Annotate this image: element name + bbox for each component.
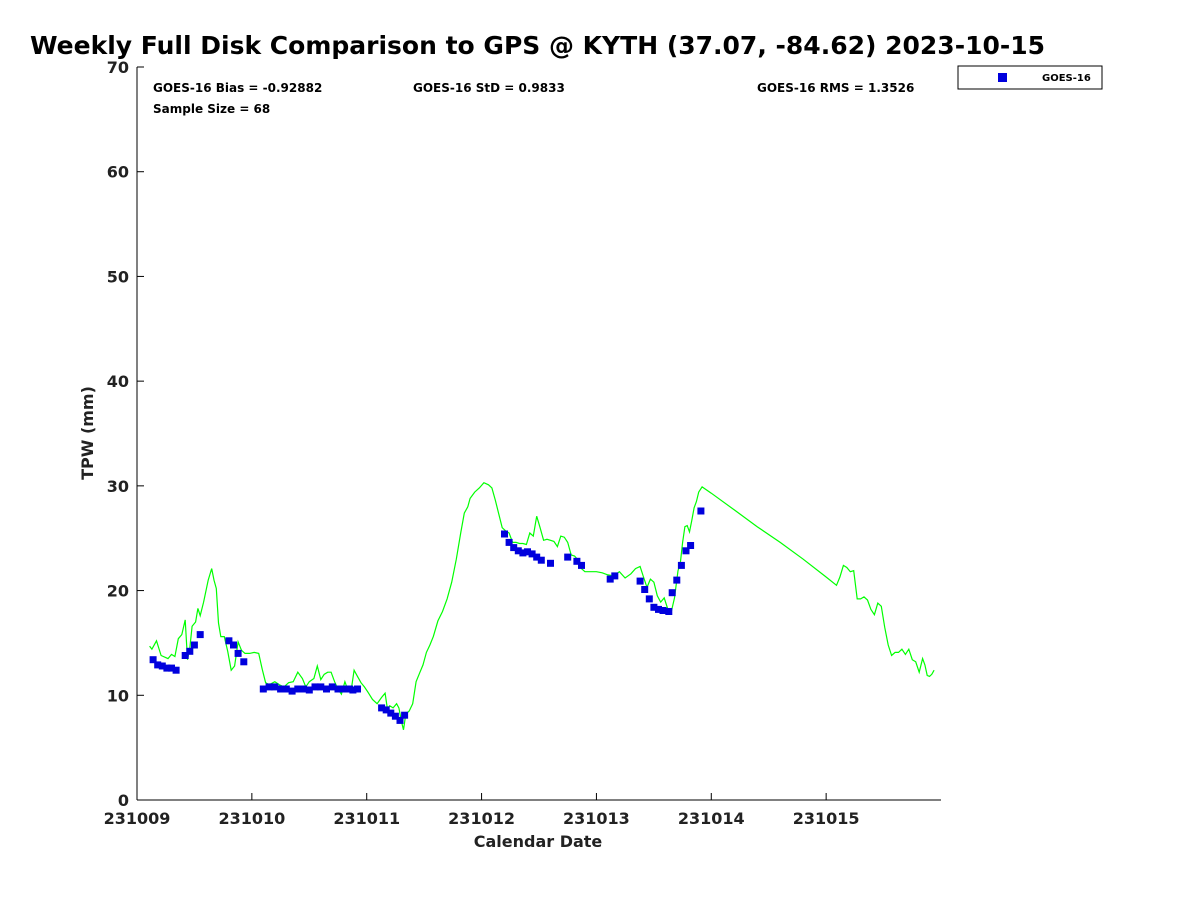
- legend-marker-goes16: [998, 73, 1007, 82]
- y-tick-label: 30: [107, 477, 129, 496]
- goes16-point: [524, 548, 531, 556]
- goes16-point: [697, 507, 705, 515]
- goes16-point: [677, 561, 685, 569]
- goes16-point: [300, 685, 307, 693]
- legend-box: [957, 65, 1103, 90]
- goes16-point: [271, 683, 279, 691]
- goes16-point: [340, 685, 348, 693]
- goes16-point: [682, 547, 690, 555]
- y-tick-label: 60: [107, 163, 129, 182]
- bias-annotation: GOES-16 Bias = -0.92882: [153, 81, 322, 95]
- x-tick-label: 231014: [678, 809, 745, 828]
- stats-annotations: GOES-16 Bias = -0.92882 GOES-16 StD = 0.…: [153, 81, 914, 116]
- goes16-point: [650, 603, 658, 611]
- goes16-point: [259, 685, 267, 693]
- goes16-point: [391, 712, 399, 720]
- goes16-point: [288, 687, 296, 695]
- gps-line: [149, 481, 935, 730]
- legend-label-goes16: GOES-16: [1042, 73, 1091, 84]
- goes16-point: [645, 595, 653, 603]
- x-tick-label: 231009: [104, 809, 171, 828]
- goes16-point: [323, 685, 330, 693]
- plot-area: [149, 481, 935, 730]
- goes16-point: [305, 686, 313, 694]
- y-tick-label: 70: [107, 58, 129, 77]
- goes16-point: [225, 637, 233, 645]
- goes16-point: [641, 586, 649, 593]
- y-tick-label: 40: [107, 372, 129, 391]
- x-tick-label: 231010: [218, 809, 285, 828]
- goes16-point: [277, 685, 285, 693]
- goes16-point: [186, 647, 194, 655]
- y-tick-label: 20: [107, 582, 129, 601]
- goes16-point: [505, 538, 513, 546]
- goes16-point: [564, 553, 572, 561]
- goes16-point: [378, 704, 386, 712]
- goes16-point: [387, 709, 395, 717]
- goes16-point: [533, 553, 541, 561]
- goes16-point: [547, 559, 554, 567]
- goes16-point: [665, 608, 673, 615]
- goes16-point: [265, 683, 273, 691]
- goes16-point: [154, 661, 162, 669]
- y-tick-label: 10: [107, 686, 129, 705]
- goes16-point: [636, 577, 644, 585]
- goes16-point: [606, 575, 614, 583]
- x-tick-label: 231012: [448, 809, 515, 828]
- x-tick-label: 231011: [333, 809, 400, 828]
- goes16-point: [149, 656, 157, 664]
- goes16-point: [401, 711, 409, 719]
- goes16-point: [294, 685, 302, 693]
- goes16-point: [655, 605, 662, 613]
- goes16-point: [501, 530, 508, 538]
- goes16-point: [659, 607, 667, 614]
- sample-size-annotation: Sample Size = 68: [153, 102, 270, 116]
- goes16-point: [673, 576, 681, 584]
- goes16-point: [190, 641, 198, 649]
- goes16-point: [168, 664, 175, 672]
- goes16-point: [354, 685, 361, 693]
- chart-title: Weekly Full Disk Comparison to GPS @ KYT…: [30, 31, 1045, 60]
- goes16-point: [172, 666, 180, 674]
- goes16-point: [196, 631, 204, 639]
- goes16-point: [611, 572, 619, 580]
- goes16-point: [519, 549, 527, 557]
- goes16-point: [317, 683, 325, 691]
- goes16-point: [510, 544, 518, 552]
- rms-annotation: GOES-16 RMS = 1.3526: [757, 81, 914, 95]
- goes16-point: [578, 561, 585, 569]
- std-annotation: GOES-16 StD = 0.9833: [413, 81, 565, 95]
- x-axis-label: Calendar Date: [474, 832, 603, 851]
- x-tick-label: 231015: [793, 809, 860, 828]
- goes16-point: [396, 716, 404, 724]
- y-axis-label: TPW (mm): [78, 386, 97, 480]
- legend: GOES-16: [957, 65, 1103, 90]
- goes16-point: [349, 686, 357, 694]
- goes16-point: [514, 547, 522, 555]
- goes16-point: [163, 664, 171, 672]
- goes16-point: [668, 589, 676, 597]
- y-tick-label: 0: [118, 791, 129, 810]
- goes16-point: [282, 685, 290, 693]
- goes16-point: [382, 706, 390, 714]
- y-tick-label: 50: [107, 267, 129, 286]
- axes: 0 10 20 30 40 50 60 70 231009 231010 231011 231012 2…: [104, 58, 941, 828]
- goes16-point: [311, 683, 319, 691]
- goes16-point: [687, 542, 695, 549]
- goes16-point: [537, 556, 545, 564]
- goes16-point: [334, 685, 342, 693]
- goes16-point: [528, 550, 536, 558]
- goes16-point: [240, 658, 248, 666]
- goes16-point: [573, 557, 581, 565]
- x-tick-label: 231013: [563, 809, 630, 828]
- goes16-point: [230, 641, 237, 649]
- goes16-point: [328, 683, 336, 691]
- goes16-point: [158, 662, 166, 670]
- goes16-point: [234, 649, 242, 657]
- goes16-point: [181, 652, 189, 659]
